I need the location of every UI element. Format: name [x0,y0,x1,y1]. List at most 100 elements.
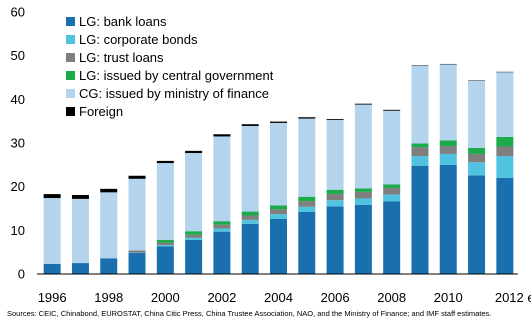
y-tick-label: 20 [11,179,25,194]
bar-segment-2002-series-0 [213,231,231,274]
y-tick-label: 10 [11,223,25,238]
bar-segment-2007-series-4 [354,104,372,189]
bar-segment-2001-series-2 [185,234,203,238]
bar-segment-2006-series-0 [326,206,344,274]
bar-segment-1997-series-0 [71,263,89,274]
bar-segment-1996-series-4 [43,198,61,264]
bar-segment-2006-series-1 [326,200,344,207]
bar-segment-2005-series-5 [298,117,316,119]
bar-segment-2005-series-0 [298,211,316,274]
bar-segment-2000-series-2 [156,242,174,246]
bar-segment-2010-series-4 [439,64,457,141]
bar-segment-2003-series-3 [241,211,259,216]
bar-segment-1996-series-0 [43,263,61,274]
bar-segment-2012-series-1 [496,156,514,178]
bar-segment-2011-series-4 [468,80,486,148]
bar-segment-2006-series-4 [326,119,344,190]
bar-segment-2010-series-1 [439,153,457,165]
x-tick-label: 2006 [321,290,350,305]
bar-segment-2005-series-2 [298,201,316,207]
bar-segment-2004-series-2 [270,209,287,215]
y-tick-label: 60 [11,5,25,20]
y-tick-label: 50 [11,48,25,63]
x-tick-label: 2010 [434,290,463,305]
x-tick-label: 2004 [264,290,293,305]
bar-segment-2003-series-1 [241,219,259,224]
bar-segment-2009-series-3 [411,143,429,148]
bar-segment-2011-series-2 [468,153,486,163]
bar-segment-1999-series-2 [128,250,146,253]
bar-segment-2010-series-0 [439,164,457,274]
bar-segment-2006-series-3 [326,189,344,195]
legend-label-0: LG: bank loans [79,14,167,29]
bar-segment-2002-series-5 [213,134,231,137]
bar-segment-2001-series-4 [185,153,203,232]
y-tick-labels: 0 10 20 30 40 50 60 [11,5,25,282]
bar-segment-1999-series-0 [128,253,146,274]
bar-segment-2008-series-2 [383,187,401,195]
bar-segment-2004-series-5 [270,121,287,123]
bar-segment-2008-series-0 [383,201,401,274]
bar-segment-2000-series-3 [156,239,174,243]
x-tick-label: 2008 [377,290,406,305]
bar-segment-2000-series-1 [156,245,174,247]
bar-segment-2000-series-4 [156,163,174,240]
bar-segment-1997-series-4 [71,198,89,264]
bar-segment-1999-series-5 [128,175,146,179]
bar-segment-2003-series-2 [241,215,259,220]
bar-segment-1997-series-5 [71,194,89,199]
bar-segment-1998-series-4 [100,192,118,259]
bar-segment-2002-series-1 [213,228,231,232]
legend-swatch-5 [66,107,75,116]
bar-segment-2009-series-4 [411,65,429,144]
x-tick-label: 1998 [94,290,123,305]
legend-swatch-1 [66,35,75,44]
bar-segment-2007-series-5 [354,103,372,105]
x-tick-label: 2002 [207,290,236,305]
bar-segment-2002-series-4 [213,136,231,222]
legend-swatch-4 [66,89,75,98]
bar-segment-2009-series-2 [411,147,429,157]
bar-segment-1999-series-4 [128,178,146,251]
bar-segment-2008-series-1 [383,194,401,202]
legend: LG: bank loans LG: corporate bonds LG: tru… [66,14,274,119]
bar-segment-2010-series-3 [439,140,457,147]
bar-segment-2011-series-0 [468,175,486,274]
legend-label-5: Foreign [79,104,123,119]
x-tick-label: 2012 est [495,290,531,305]
bar-segment-2007-series-0 [354,205,372,274]
bar-segment-2010-series-2 [439,146,457,154]
bar-segment-2007-series-3 [354,188,372,192]
bar-segment-2003-series-4 [241,125,259,212]
bar-segment-2012-series-4 [496,72,514,137]
bar-segment-2001-series-5 [185,150,203,154]
bar-segment-2006-series-5 [326,118,344,120]
bar-segment-1996-series-5 [43,194,61,199]
bar-segment-1998-series-0 [100,258,118,274]
bar-segment-1998-series-5 [100,188,118,193]
bar-segment-2001-series-1 [185,237,203,240]
bar-segment-2004-series-4 [270,122,287,206]
bar-segment-2004-series-3 [270,205,287,210]
bar-segment-2004-series-1 [270,214,287,219]
bar-segment-2008-series-3 [383,184,401,188]
bar-segment-2012-series-3 [496,136,514,147]
bar-segment-2005-series-3 [298,196,316,202]
bar-segment-2011-series-1 [468,162,486,176]
y-tick-label: 0 [18,267,25,282]
legend-label-3: LG: issued by central government [79,68,274,83]
legend-swatch-2 [66,53,75,62]
bar-segment-2008-series-4 [383,110,401,185]
bar-segment-2005-series-4 [298,118,316,197]
bar-segment-2007-series-2 [354,191,372,199]
legend-label-2: LG: trust loans [79,50,164,65]
bar-segment-2002-series-2 [213,224,231,229]
bar-segment-2006-series-2 [326,194,344,201]
bars-group [43,63,514,274]
bar-segment-2003-series-5 [241,124,259,126]
bar-segment-2009-series-1 [411,156,429,166]
bar-segment-2002-series-3 [213,221,231,225]
bar-segment-2001-series-0 [185,239,203,274]
bar-segment-2012-series-0 [496,177,514,274]
